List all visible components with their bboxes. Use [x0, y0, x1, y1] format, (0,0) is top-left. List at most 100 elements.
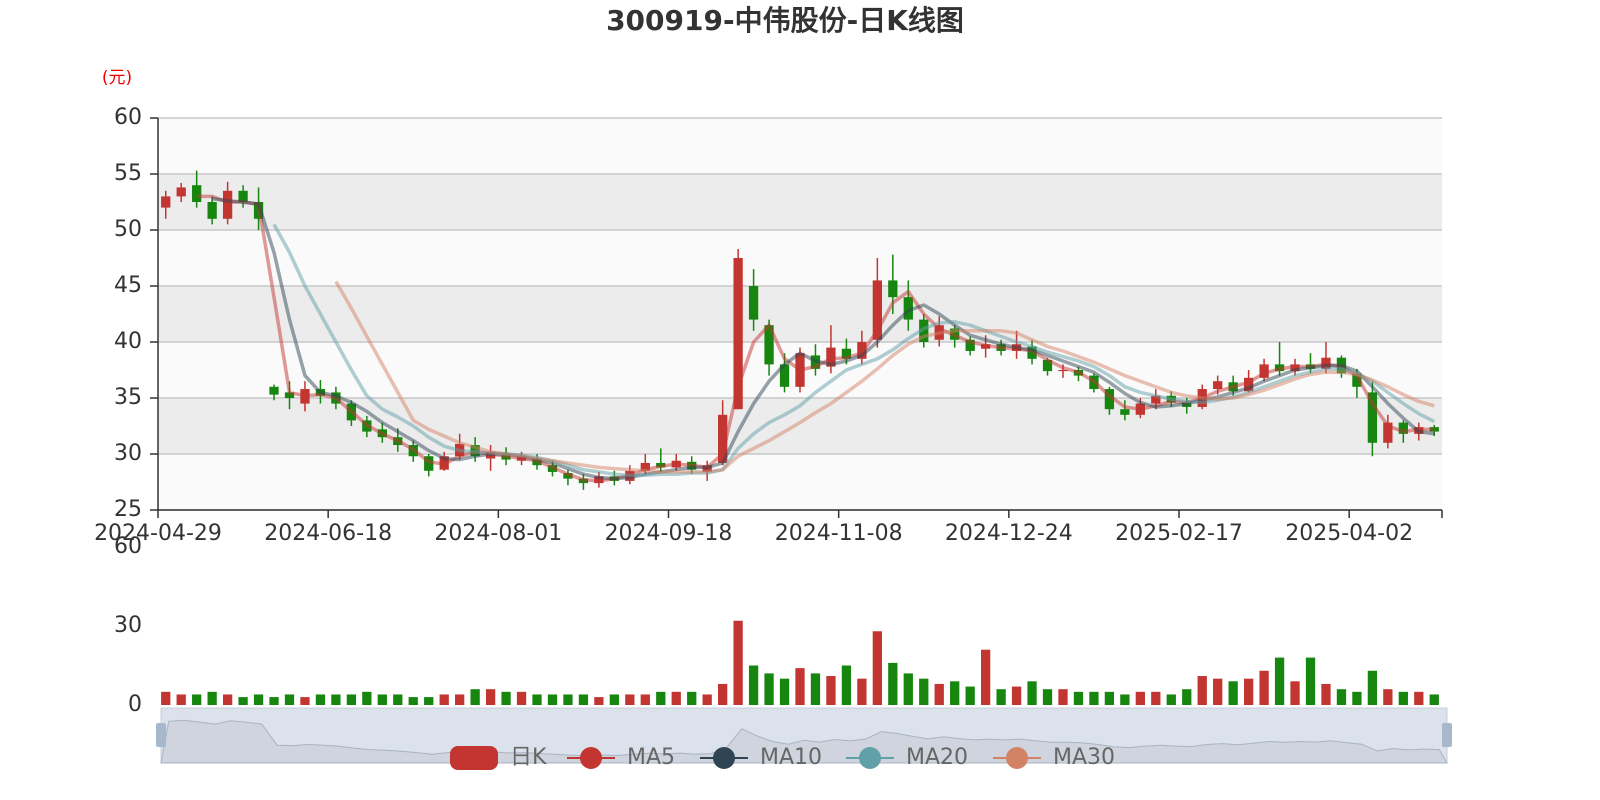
legend-item[interactable]: MA30 [993, 745, 1115, 770]
y-tick-label: 25 [114, 497, 142, 522]
zoom-handle[interactable] [156, 723, 166, 747]
volume-bar [207, 691, 217, 705]
grid-band [158, 230, 1442, 286]
volume-bar [563, 694, 573, 705]
volume-bar [1151, 691, 1161, 705]
x-tick-label: 2024-12-24 [945, 521, 1073, 546]
volume-bar [919, 678, 929, 705]
candle-body [764, 325, 774, 365]
volume-bar [687, 691, 697, 705]
volume-bar [594, 697, 604, 705]
x-tick-label: 2024-04-29 [94, 521, 222, 546]
volume-bar [671, 691, 681, 705]
candle-body [207, 202, 217, 219]
volume-bar [470, 689, 480, 705]
candle-body [1367, 392, 1378, 443]
volume-bar [1414, 691, 1424, 705]
volume-bar [532, 694, 542, 705]
legend-item[interactable]: MA10 [700, 745, 822, 770]
ma-line [211, 196, 1435, 481]
volume-bar [795, 668, 805, 705]
legend-icon [580, 747, 602, 769]
candle-body [919, 319, 929, 342]
grid-band [158, 286, 1442, 342]
candle-body [1042, 359, 1053, 372]
volume-bar [996, 689, 1006, 705]
candle-body [733, 258, 743, 410]
volume-bar [362, 691, 372, 705]
volume-bar [888, 662, 898, 705]
ma-line [334, 280, 1435, 474]
x-tick-label: 2024-11-08 [775, 521, 903, 546]
volume-bar [331, 694, 341, 705]
candle-body [1259, 364, 1269, 378]
volume-bar [1011, 686, 1022, 705]
volume-bar [1228, 681, 1238, 705]
volume-bar [485, 689, 496, 705]
volume-bar [1429, 694, 1439, 705]
candle-body [1120, 409, 1130, 415]
volume-bar [222, 694, 233, 705]
legend-label: 日K [510, 745, 547, 770]
volume-bar [253, 694, 264, 705]
volume-bar [980, 649, 991, 705]
legend-item[interactable]: MA5 [567, 745, 675, 770]
volume-bar [826, 676, 836, 705]
volume-bar [1367, 670, 1378, 705]
volume-bar [656, 691, 666, 705]
y-tick-label: 35 [114, 385, 142, 410]
volume-bar [640, 694, 650, 705]
candle-body [1398, 422, 1408, 434]
volume-bar [950, 681, 960, 705]
volume-bar [810, 673, 821, 705]
x-tick-label: 2024-08-01 [434, 521, 562, 546]
x-tick-label: 2024-09-18 [605, 521, 733, 546]
x-tick-label: 2025-02-17 [1115, 521, 1243, 546]
volume-bar [315, 694, 326, 705]
volume-bar [965, 686, 975, 705]
volume-bar [1290, 681, 1300, 705]
volume-bar [439, 694, 449, 705]
volume-tick-label: 0 [128, 692, 142, 717]
volume-bar [1321, 683, 1331, 705]
volume-bar [1274, 657, 1285, 705]
volume-bar [1336, 689, 1347, 705]
volume-bar [424, 697, 434, 705]
candle-body [1213, 381, 1223, 390]
volume-bar [176, 694, 186, 705]
legend-item[interactable]: 日K [450, 745, 547, 770]
volume-bar [625, 694, 635, 705]
candle-body [748, 286, 759, 320]
legend-label: MA30 [1053, 745, 1115, 770]
volume-bar [1027, 681, 1037, 705]
volume-bar [1120, 694, 1130, 705]
legend-label: MA10 [760, 745, 822, 770]
y-tick-label: 45 [114, 273, 142, 298]
y-tick-label: 55 [114, 161, 142, 186]
y-unit: (元) [102, 68, 132, 88]
volume-bar [1213, 678, 1223, 705]
candle-body [161, 196, 171, 208]
zoom-handle[interactable] [1442, 723, 1452, 747]
volume-bar [1259, 670, 1269, 705]
volume-bar [1089, 691, 1099, 705]
volume-bar [393, 694, 403, 705]
y-tick-label: 60 [114, 105, 142, 130]
legend-icon [859, 747, 881, 769]
candle-body [1151, 395, 1161, 404]
volume-bar [1135, 691, 1145, 705]
volume-bar [733, 620, 743, 705]
volume-bar [702, 694, 712, 705]
legend-item[interactable]: MA20 [846, 745, 968, 770]
volume-bar [857, 678, 867, 705]
volume-tick-label: 30 [114, 613, 142, 638]
volume-bar [547, 694, 558, 705]
candle-body [1383, 422, 1393, 443]
volume-bar [377, 694, 387, 705]
volume-bar [903, 673, 913, 705]
volume-tick-label: 60 [114, 534, 142, 559]
grid-band [158, 118, 1442, 174]
volume-bar [578, 694, 589, 705]
candle-body [1104, 389, 1115, 410]
